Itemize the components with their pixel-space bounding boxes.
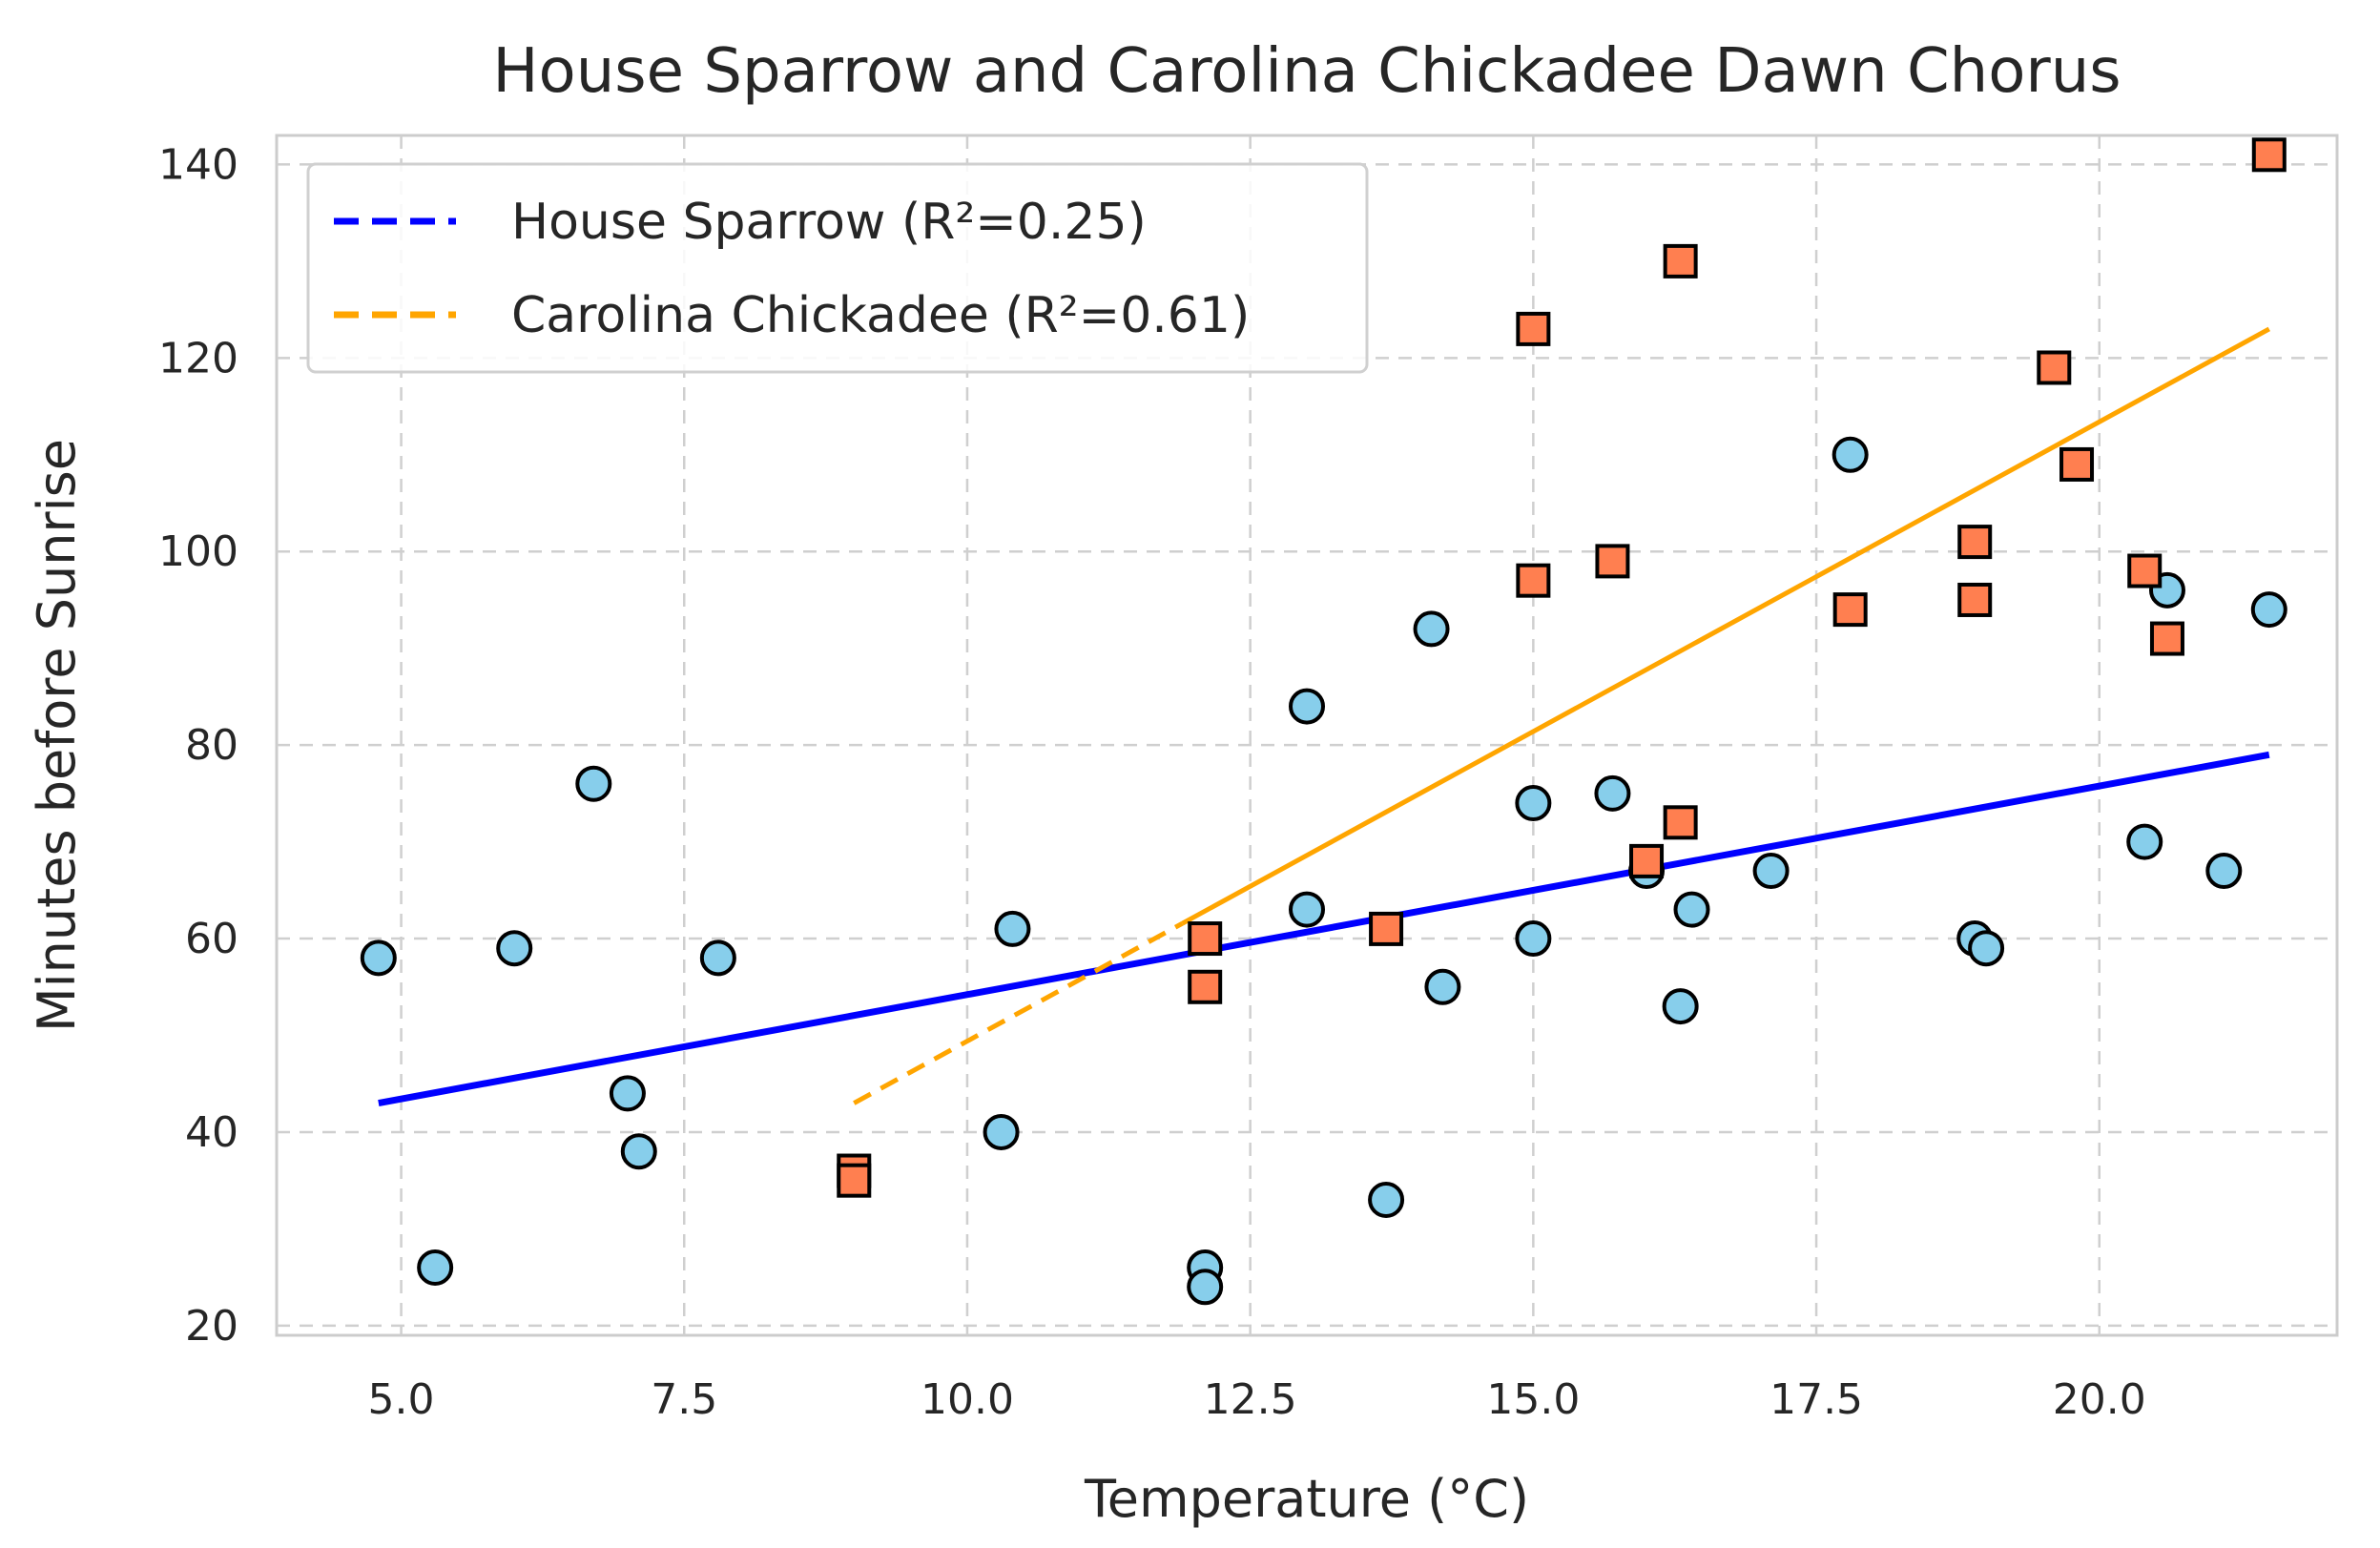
carolina-chickadee-point — [1516, 563, 1551, 598]
house-sparrow-point — [1368, 1181, 1405, 1218]
legend: House Sparrow (R²=0.25) Carolina Chickad… — [306, 162, 1369, 374]
x-tick-label: 7.5 — [651, 1375, 717, 1424]
house-sparrow-point — [1662, 988, 1699, 1025]
carolina-chickadee-point — [837, 1163, 872, 1198]
chart-title: House Sparrow and Carolina Chickadee Daw… — [492, 36, 2121, 107]
carolina-chickadee-point — [1595, 544, 1630, 579]
legend-label-house-sparrow: House Sparrow (R²=0.25) — [511, 194, 1147, 251]
carolina-chickadee-point — [1369, 911, 1404, 946]
y-tick-labels: 20 40 60 80 100 120 140 — [158, 140, 238, 1350]
legend-label-carolina-chickadee: Carolina Chickadee (R²=0.61) — [511, 287, 1250, 344]
house-sparrow-point — [2126, 823, 2163, 860]
legend-box — [306, 162, 1369, 374]
house-sparrow-point — [699, 939, 736, 977]
house-sparrow-point — [417, 1249, 454, 1286]
carolina-chickadee-point — [1663, 805, 1698, 840]
y-tick-label: 80 — [185, 721, 238, 770]
house-sparrow-point — [1752, 853, 1790, 890]
carolina-chickadee-point — [1188, 921, 1223, 957]
house-sparrow-point — [1289, 688, 1325, 725]
carolina-chickadee-point — [2251, 137, 2287, 173]
trend-line-carolina-chickadee — [1181, 326, 2270, 926]
house-sparrow-point — [1424, 968, 1461, 1005]
house-sparrow-point — [2205, 853, 2243, 890]
y-tick-label: 20 — [185, 1302, 238, 1351]
house-sparrow-point — [620, 1133, 657, 1170]
house-sparrow-point — [1968, 930, 2005, 967]
house-sparrow-point — [983, 1113, 1020, 1150]
carolina-chickadee-point — [1832, 592, 1868, 628]
trend-line-house-sparrow — [378, 751, 2270, 1106]
carolina-chickadee-point — [2059, 446, 2095, 482]
x-tick-label: 20.0 — [2053, 1375, 2146, 1424]
house-sparrow-point — [1594, 774, 1631, 812]
house-sparrow-point — [496, 930, 533, 967]
house-sparrow-point — [1832, 436, 1869, 473]
x-axis-label: Temperature (°C) — [1084, 1469, 1529, 1529]
house-sparrow-point — [1515, 920, 1552, 958]
carolina-chickadee-point — [1188, 969, 1223, 1004]
carolina-chickadee-point — [1629, 843, 1665, 878]
house-sparrow-point — [575, 765, 612, 802]
house-sparrow-point — [1187, 1269, 1224, 1306]
carolina-chickadee-point — [2037, 350, 2072, 385]
x-tick-label: 10.0 — [921, 1375, 1014, 1424]
carolina-chickadee-point — [1663, 243, 1698, 279]
house-sparrow-point — [1289, 891, 1325, 928]
house-sparrow-point — [2250, 591, 2287, 629]
y-tick-label: 60 — [185, 915, 238, 963]
house-sparrow-point — [994, 910, 1031, 947]
y-tick-label: 120 — [158, 334, 238, 382]
data-points — [360, 137, 2287, 1306]
x-tick-label: 12.5 — [1204, 1375, 1297, 1424]
carolina-chickadee-point — [2127, 553, 2163, 588]
y-tick-label: 40 — [185, 1108, 238, 1157]
trend-lines — [378, 326, 2270, 1106]
trend-line-carolina-chickadee-dashed — [853, 921, 1184, 1105]
x-tick-label: 17.5 — [1769, 1375, 1863, 1424]
house-sparrow-point — [360, 939, 397, 977]
carolina-chickadee-point — [1516, 311, 1551, 346]
house-sparrow-point — [1413, 610, 1450, 648]
carolina-chickadee-point — [2149, 621, 2184, 656]
y-tick-label: 140 — [158, 140, 238, 189]
x-tick-label: 5.0 — [368, 1375, 435, 1424]
carolina-chickadee-point — [1957, 525, 1993, 560]
y-tick-label: 100 — [158, 527, 238, 576]
x-tick-label: 15.0 — [1486, 1375, 1580, 1424]
house-sparrow-point — [609, 1075, 646, 1112]
house-sparrow-point — [1673, 891, 1710, 928]
house-sparrow-point — [1515, 785, 1552, 822]
carolina-chickadee-point — [1957, 582, 1993, 617]
x-tick-labels: 5.0 7.5 10.0 12.5 15.0 17.5 20.0 — [368, 1375, 2146, 1424]
y-axis-label: Minutes before Sunrise — [27, 439, 87, 1032]
